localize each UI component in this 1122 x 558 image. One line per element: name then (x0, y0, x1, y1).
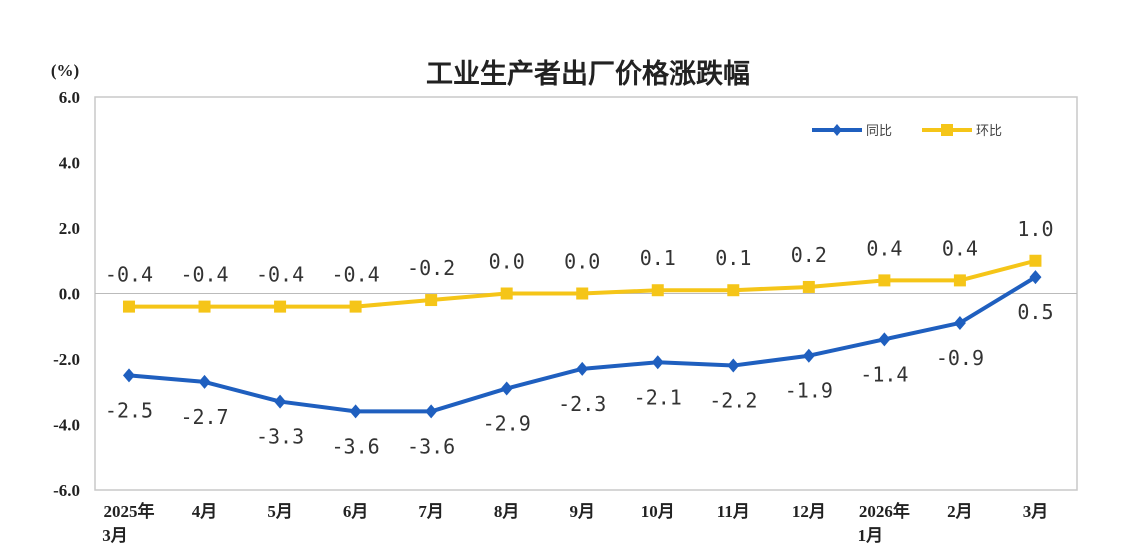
data-label: 0.1 (715, 246, 751, 270)
data-point (1029, 254, 1042, 267)
data-label: 0.2 (791, 243, 827, 267)
legend-marker (941, 124, 953, 136)
data-label: -0.4 (180, 263, 228, 287)
x-tick-label: 11月 (717, 502, 750, 521)
x-tick-label: 2025年 (103, 501, 154, 521)
data-point (198, 374, 211, 389)
x-tick-label: 1月 (858, 526, 884, 545)
legend-label: 同比 (866, 124, 892, 139)
y-unit-label: (%) (51, 61, 79, 80)
x-tick-label: 2026年 (859, 501, 910, 521)
data-point (198, 300, 211, 313)
data-label: -0.2 (407, 256, 455, 280)
x-tick-label: 7月 (418, 502, 444, 521)
data-point (878, 274, 891, 287)
data-point (274, 394, 287, 409)
data-point (953, 315, 966, 330)
data-label: 0.1 (640, 246, 676, 270)
x-tick-label: 3月 (1023, 502, 1049, 521)
y-tick-label: -4.0 (53, 416, 80, 435)
data-label: -2.3 (558, 392, 606, 416)
data-label: -1.4 (860, 362, 908, 386)
x-tick-label: 4月 (192, 502, 218, 521)
data-point (727, 284, 740, 297)
data-label: -2.7 (180, 405, 228, 429)
data-point (274, 300, 287, 313)
x-tick-label: 10月 (641, 502, 675, 521)
data-label: -2.9 (483, 411, 531, 435)
data-label: 0.4 (866, 236, 902, 260)
data-label: 1.0 (1017, 217, 1053, 241)
data-point (802, 280, 815, 293)
data-point (122, 300, 135, 313)
data-point (349, 404, 362, 419)
x-tick-label: 6月 (343, 502, 369, 521)
data-label: -2.5 (105, 398, 153, 422)
legend-marker (832, 124, 842, 136)
x-tick-label: 12月 (792, 502, 826, 521)
data-label: -3.3 (256, 425, 304, 449)
x-tick-label: 2月 (947, 502, 973, 521)
data-point (425, 294, 438, 307)
data-point (122, 368, 135, 383)
y-tick-label: -2.0 (53, 350, 80, 369)
y-tick-label: 2.0 (59, 219, 80, 238)
y-tick-label: 0.0 (59, 285, 80, 304)
data-point (425, 404, 438, 419)
data-label: -0.4 (105, 263, 153, 287)
data-label: -3.6 (332, 434, 380, 458)
data-label: 0.5 (1017, 300, 1053, 324)
y-tick-label: -6.0 (53, 481, 80, 500)
x-tick-label: 9月 (569, 502, 595, 521)
legend: 同比 环比 (812, 124, 1002, 139)
chart-title: 工业生产者出厂价格涨跌幅 (426, 59, 750, 90)
data-point (1029, 270, 1042, 285)
data-label: -2.2 (709, 389, 757, 413)
data-label: -1.9 (785, 379, 833, 403)
y-tick-label: 6.0 (59, 88, 80, 107)
data-point (651, 355, 664, 370)
data-label: -0.4 (256, 263, 304, 287)
y-tick-label: 4.0 (59, 154, 80, 173)
x-tick-label: 3月 (102, 526, 128, 545)
data-label: -2.1 (634, 385, 682, 409)
data-point (500, 287, 513, 300)
data-point (953, 274, 966, 287)
data-point (802, 348, 815, 363)
data-label: 0.0 (564, 250, 600, 274)
data-label: -0.9 (936, 346, 984, 370)
data-point (878, 332, 891, 347)
data-point (349, 300, 362, 313)
data-label: 0.0 (489, 250, 525, 274)
x-tick-label: 5月 (267, 502, 293, 521)
x-tick-label: 8月 (494, 502, 520, 521)
data-point (727, 358, 740, 373)
data-label: -3.6 (407, 434, 455, 458)
data-label: 0.4 (942, 236, 978, 260)
data-point (576, 361, 589, 376)
data-point (576, 287, 589, 300)
data-point (651, 284, 664, 297)
data-label: -0.4 (332, 263, 380, 287)
legend-label: 环比 (976, 124, 1002, 139)
data-point (500, 381, 513, 396)
